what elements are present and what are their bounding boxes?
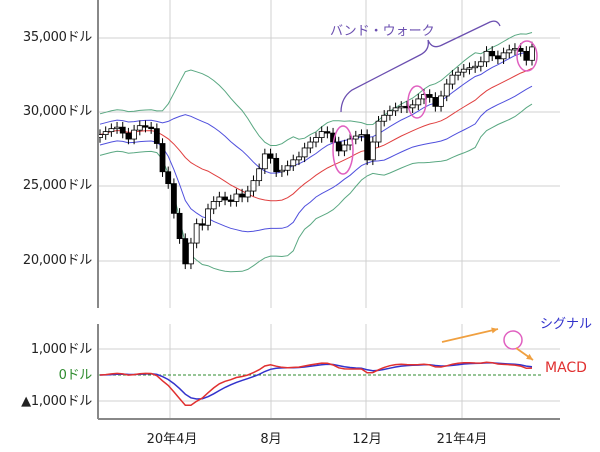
macd-tick-minus-1000: ▲1,000ドル — [21, 394, 92, 409]
x-tick-20-apr: 20年4月 — [146, 432, 198, 447]
band-walk-label: バンド・ウォーク — [330, 24, 435, 39]
axes — [97, 0, 560, 420]
grid-lines — [98, 0, 560, 419]
y-tick-25000: 25,000ドル — [22, 178, 92, 193]
x-tick-aug: 8月 — [260, 432, 282, 447]
macd-lines — [99, 361, 533, 406]
annotations — [332, 20, 538, 361]
y-tick-35000: 35,000ドル — [22, 30, 92, 45]
macd-legend-label: MACD — [545, 360, 587, 376]
x-tick-dec: 12月 — [352, 432, 382, 447]
signal-legend-label: シグナル — [540, 317, 593, 332]
bollinger-bands — [99, 32, 533, 273]
y-tick-20000: 20,000ドル — [22, 253, 92, 268]
y-tick-30000: 30,000ドル — [22, 104, 92, 119]
x-tick-21-apr: 21年4月 — [436, 432, 488, 447]
candlesticks — [97, 41, 535, 270]
macd-tick-0: 0ドル — [58, 368, 93, 383]
macd-tick-1000: 1,000ドル — [30, 342, 92, 357]
